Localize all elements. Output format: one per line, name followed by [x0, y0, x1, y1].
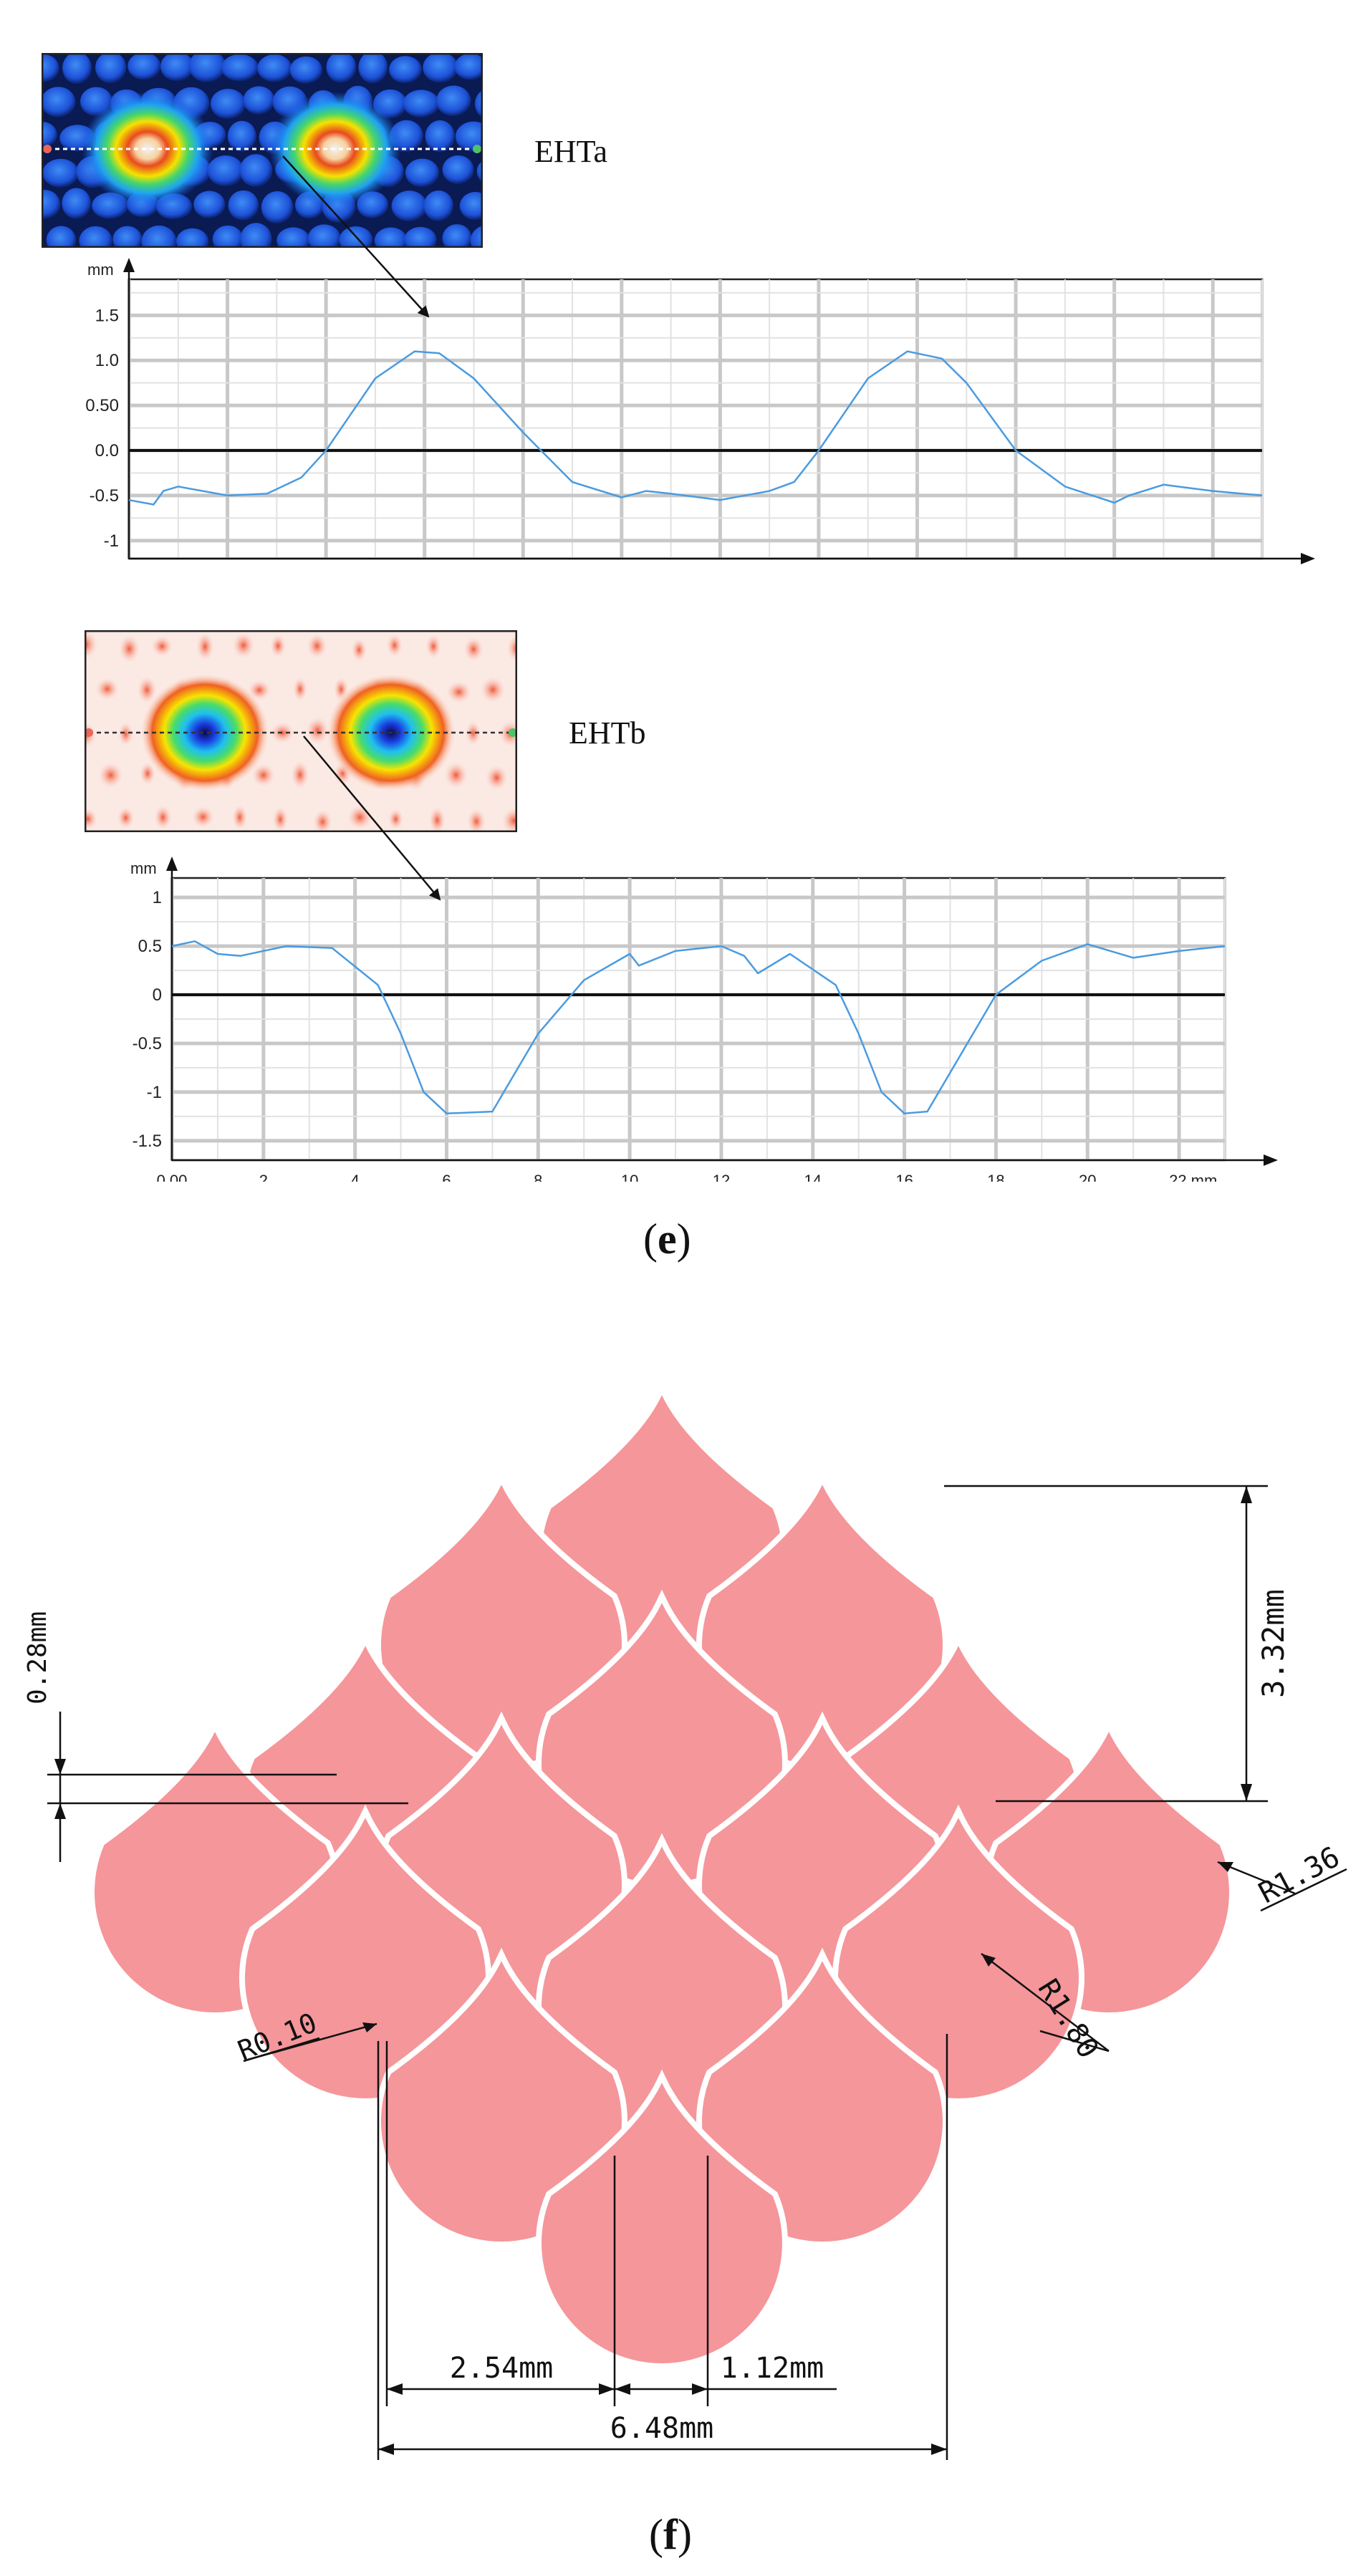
- chart-grid: [170, 878, 1226, 1160]
- y-tick-label: 1.5: [95, 306, 119, 325]
- x-tick-label: 6: [442, 1172, 451, 1182]
- x-tick-label: 8: [519, 570, 527, 573]
- profile-chart-ehta: mm 0.00 2 4 6 8 10 12 14 16 18 20 22 mm 1.5 1.0 0.50 0.0…: [85, 258, 1315, 573]
- y-tick-label: 1.0: [95, 351, 119, 370]
- x-tick-label: 20: [1105, 570, 1122, 573]
- scale-cell: [696, 1947, 948, 2247]
- profile-chart-ehtb: mm 0.00 2 4 6 8 10 12 14 16 18 20 22 mm 1 0.5 0 -0.5 -1 -1…: [130, 857, 1278, 1182]
- x-tick-label: 10: [621, 1172, 638, 1182]
- panel-label-f: (f): [649, 2511, 692, 2558]
- x-tick-label: 8: [534, 1172, 542, 1182]
- y-tick-label: 0.0: [95, 441, 119, 460]
- dim-width-b: 1.12mm: [721, 2352, 824, 2385]
- y-unit-label: mm: [87, 261, 114, 279]
- chart-axes: [166, 857, 1278, 1166]
- x-tick-label: 20: [1079, 1172, 1096, 1182]
- profile-series-line: [128, 350, 1263, 506]
- y-tick-label: -1.5: [133, 1132, 162, 1151]
- x-tick-label: 14: [804, 1172, 822, 1182]
- x-tick-label: 0.00: [114, 570, 145, 573]
- dim-width-total: 6.48mm: [610, 2412, 714, 2445]
- x-tick-label: 18: [987, 1172, 1004, 1182]
- x-tick-label: 14: [810, 570, 827, 573]
- y-tick-label: -0.5: [133, 1034, 162, 1053]
- arrow-ehtb: [303, 735, 441, 901]
- y-tick-label: -0.5: [90, 486, 119, 506]
- y-tick-label: -1: [147, 1083, 162, 1102]
- inset-ehtb-thermal-map: [85, 630, 517, 832]
- y-tick-label: 1: [153, 888, 162, 907]
- y-unit-label: mm: [130, 859, 157, 877]
- x-tick-label: 12: [711, 570, 728, 573]
- y-tick-label: 0: [153, 985, 162, 1005]
- y-tick-label: 0.50: [85, 396, 119, 415]
- inset-ehtb-label: EHTb: [569, 715, 646, 751]
- arrow-ehta: [282, 155, 430, 318]
- x-tick-label: 12: [713, 1172, 730, 1182]
- chart-axes: [123, 258, 1315, 564]
- y-tick-label: 0.5: [138, 937, 162, 956]
- x-tick-label: 16: [908, 570, 925, 573]
- x-tick-label: 2: [223, 570, 231, 573]
- x-tick-label: 16: [895, 1172, 913, 1182]
- inset-ehta-thermal-map: [42, 53, 483, 248]
- inset-pointer-arrows: [282, 155, 441, 901]
- scale-cell: [536, 2069, 788, 2369]
- x-tick-label: 22 mm: [1169, 1172, 1217, 1182]
- x-tick-label: 18: [1007, 570, 1024, 573]
- x-tick-label: 2: [259, 1172, 268, 1182]
- dim-width-a: 2.54mm: [450, 2352, 554, 2385]
- y-tick-label: -1: [104, 531, 119, 551]
- x-tick-label: 4: [351, 1172, 360, 1182]
- inset-ehta-label: EHTa: [534, 134, 607, 169]
- dim-r-large: R1.36: [1254, 1841, 1345, 1910]
- scale-cell: [239, 1804, 491, 2104]
- x-tick-label: 6: [420, 570, 429, 573]
- scale-cell: [375, 1947, 627, 2247]
- scale-cell: [832, 1804, 1084, 2104]
- x-tick-label: 22 mm: [1203, 570, 1251, 573]
- profile-series-line: [171, 940, 1226, 1115]
- dim-gap: 0.28mm: [23, 1611, 52, 1704]
- dim-height: 3.32mm: [1256, 1589, 1291, 1698]
- panel-label-e: (e): [643, 1215, 691, 1263]
- chart-frame: [128, 278, 1264, 560]
- x-tick-label: 10: [613, 570, 630, 573]
- scale-pattern-drawing: 3.32mm 0.28mm R1.36 R1.80 R0.10 2.54mm 1…: [23, 1381, 1347, 2460]
- x-tick-label: 0.00: [157, 1172, 188, 1182]
- x-tick-label: 4: [322, 570, 330, 573]
